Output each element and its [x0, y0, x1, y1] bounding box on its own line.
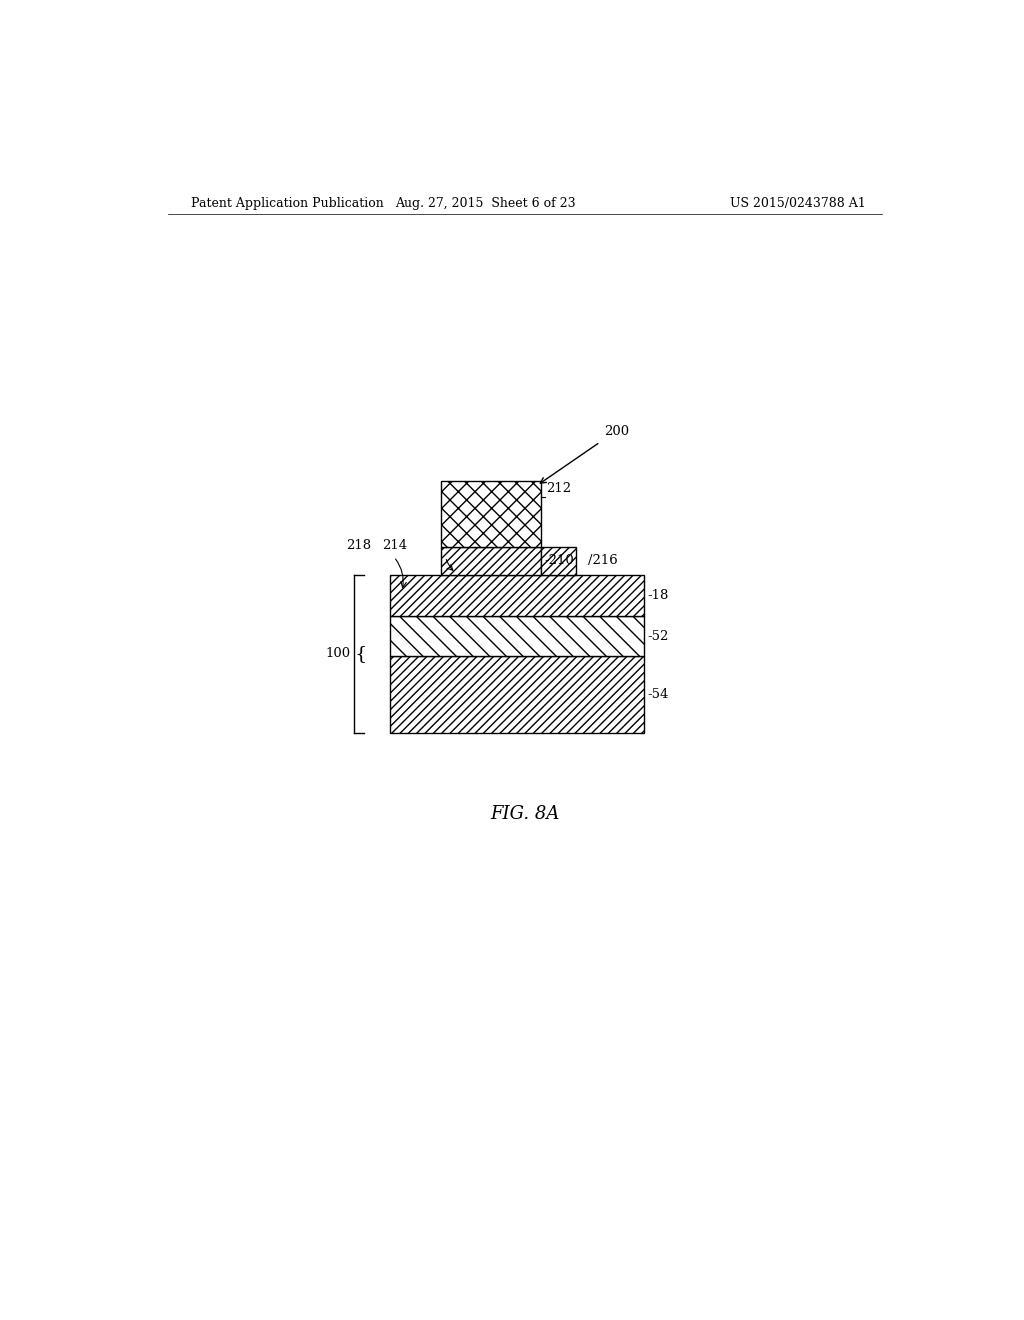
Bar — [541, 546, 577, 576]
Text: -52: -52 — [648, 630, 669, 643]
Text: -18: -18 — [648, 589, 669, 602]
Text: 214: 214 — [382, 539, 408, 552]
Text: -210: -210 — [545, 554, 574, 568]
Bar — [441, 480, 541, 546]
Text: US 2015/0243788 A1: US 2015/0243788 A1 — [730, 197, 866, 210]
Text: Patent Application Publication: Patent Application Publication — [191, 197, 384, 210]
Text: 100: 100 — [325, 647, 350, 660]
Bar — [390, 615, 644, 656]
Text: 200: 200 — [604, 425, 630, 438]
Text: /216: /216 — [588, 554, 618, 568]
Bar — [390, 656, 644, 733]
Text: Aug. 27, 2015  Sheet 6 of 23: Aug. 27, 2015 Sheet 6 of 23 — [395, 197, 575, 210]
Text: FIG. 8A: FIG. 8A — [490, 805, 559, 822]
Bar — [390, 576, 644, 615]
Text: {: { — [355, 645, 368, 663]
Text: 212: 212 — [546, 482, 571, 495]
Bar — [441, 546, 541, 576]
Text: -54: -54 — [648, 688, 669, 701]
Text: 218: 218 — [346, 539, 372, 552]
